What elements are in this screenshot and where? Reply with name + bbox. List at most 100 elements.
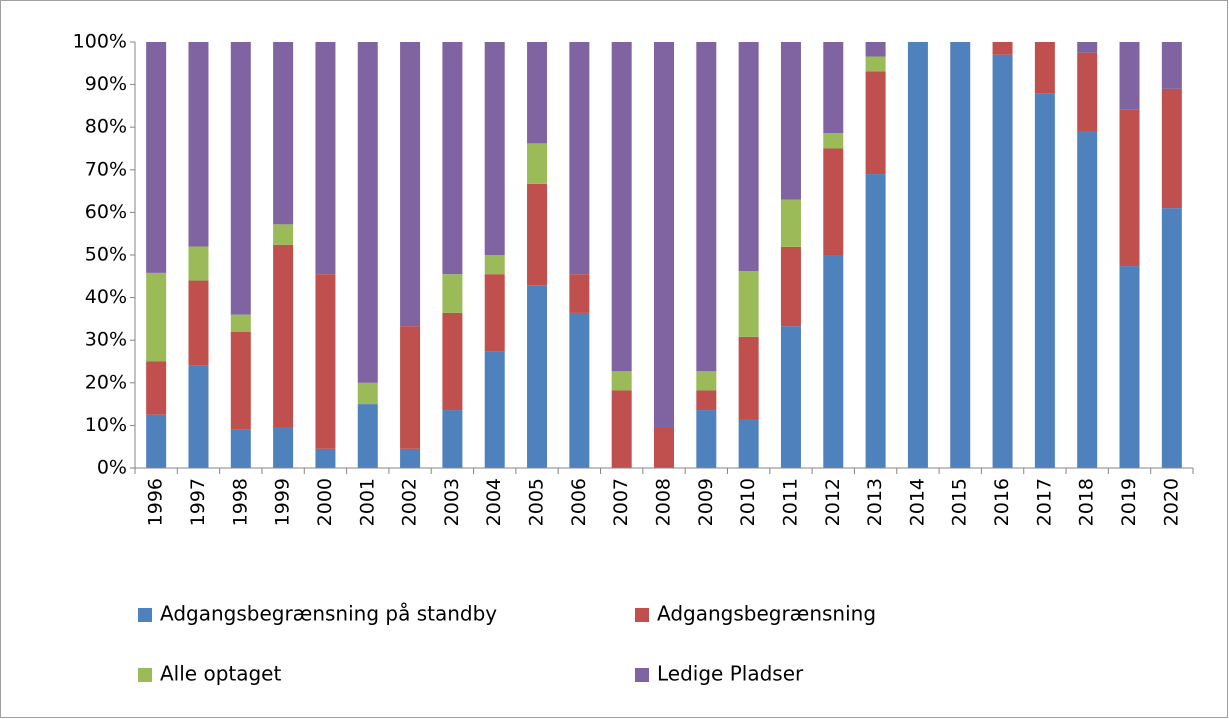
- bar-segment: [527, 42, 548, 144]
- y-tick-label: 40%: [85, 286, 127, 308]
- bar-segment: [992, 54, 1013, 468]
- bar-segment: [357, 42, 378, 383]
- legend-label: Adgangsbegrænsning på standby: [160, 602, 497, 626]
- legend-label: Alle optaget: [160, 662, 281, 686]
- legend-swatch: [138, 608, 152, 622]
- y-tick-label: 70%: [85, 158, 127, 180]
- x-tick-label: 2016: [991, 478, 1013, 526]
- x-tick-label: 2007: [610, 478, 632, 526]
- bar-segment: [1119, 42, 1140, 110]
- bar-segment: [1119, 266, 1140, 468]
- bar-segment: [823, 255, 844, 468]
- bar-segment: [315, 274, 336, 449]
- x-tick-label: 2018: [1076, 478, 1098, 526]
- x-tick-label: 2017: [1033, 478, 1055, 526]
- bar-segment: [1077, 52, 1098, 132]
- x-tick-label: 2001: [356, 478, 378, 526]
- y-tick-label: 0%: [97, 457, 127, 479]
- bar-segment: [780, 42, 801, 200]
- bar-segment: [527, 143, 548, 184]
- bar-segment: [611, 390, 632, 468]
- y-tick-label: 20%: [85, 371, 127, 393]
- bar-segment: [1119, 109, 1140, 267]
- bar-segment: [738, 42, 759, 272]
- legend-label: Adgangsbegrænsning: [657, 602, 876, 626]
- x-tick-label: 2000: [314, 478, 336, 526]
- bar-segment: [357, 404, 378, 468]
- x-tick-label: 2008: [653, 478, 675, 526]
- y-tick-label: 80%: [85, 116, 127, 138]
- bar-segment: [527, 183, 548, 286]
- x-tick-label: 2009: [695, 478, 717, 526]
- x-tick-label: 2015: [949, 478, 971, 526]
- bar-segment: [188, 365, 209, 468]
- x-tick-label: 2002: [399, 478, 421, 526]
- x-tick-label: 2006: [568, 478, 590, 526]
- bar-segment: [780, 326, 801, 468]
- bar-segment: [273, 224, 294, 245]
- bar-segment: [865, 56, 886, 72]
- bar-segment: [146, 42, 167, 273]
- x-tick-label: 2011: [779, 478, 801, 526]
- bar-segment: [780, 199, 801, 247]
- bar-segment: [357, 382, 378, 405]
- y-tick-label: 50%: [85, 244, 127, 266]
- bar-segment: [1161, 88, 1182, 209]
- bar-segment: [696, 42, 717, 372]
- bar-segment: [400, 42, 421, 327]
- bar-segment: [188, 42, 209, 247]
- legend-swatch: [635, 668, 649, 682]
- legend-swatch: [138, 668, 152, 682]
- x-tick-label: 1998: [229, 478, 251, 526]
- bar-segment: [738, 336, 759, 420]
- y-tick-label: 100%: [73, 31, 127, 53]
- bar-segment: [188, 246, 209, 281]
- bar-segment: [823, 42, 844, 134]
- bar-segment: [1034, 42, 1055, 94]
- bar-segment: [442, 410, 463, 468]
- bar-segment: [992, 42, 1013, 55]
- bar-segment: [484, 255, 505, 275]
- x-tick-label: 2014: [906, 478, 928, 526]
- bar-segment: [569, 312, 590, 468]
- bar-segment: [315, 448, 336, 468]
- bar-segment: [569, 274, 590, 313]
- x-tick-label: 2020: [1160, 478, 1182, 526]
- bar-segment: [442, 42, 463, 275]
- bar-segment: [654, 42, 674, 428]
- bar-segment: [654, 427, 674, 468]
- y-tick-label: 60%: [85, 201, 127, 223]
- bar-segment: [442, 274, 463, 313]
- bar-segment: [484, 274, 505, 352]
- bar-segment: [484, 351, 505, 468]
- bar-segment: [907, 42, 928, 468]
- bar-segment: [188, 280, 209, 366]
- y-tick-label: 30%: [85, 329, 127, 351]
- bar-segment: [696, 390, 717, 411]
- bar-segment: [950, 42, 971, 468]
- bar-segment: [823, 148, 844, 255]
- bar-segment: [230, 331, 251, 430]
- bar-segment: [1034, 93, 1055, 469]
- bar-segment: [1161, 42, 1182, 89]
- bar-segment: [1077, 131, 1098, 468]
- bar-segment: [273, 42, 294, 225]
- bar-segment: [442, 312, 463, 411]
- bar-segment: [146, 361, 167, 415]
- legend-swatch: [635, 608, 649, 622]
- bar-segment: [400, 326, 421, 449]
- bar-segment: [527, 285, 548, 468]
- x-tick-label: 1996: [145, 478, 167, 526]
- y-tick-label: 10%: [85, 414, 127, 436]
- bar-segment: [738, 271, 759, 337]
- bar-segment: [230, 42, 251, 315]
- bar-segment: [738, 419, 759, 468]
- x-tick-label: 2003: [441, 478, 463, 526]
- x-tick-label: 2013: [864, 478, 886, 526]
- x-tick-label: 2012: [822, 478, 844, 526]
- x-tick-label: 2004: [483, 478, 505, 526]
- bar-segment: [1077, 42, 1098, 53]
- bar-segment: [865, 71, 886, 175]
- bar-segment: [696, 371, 717, 391]
